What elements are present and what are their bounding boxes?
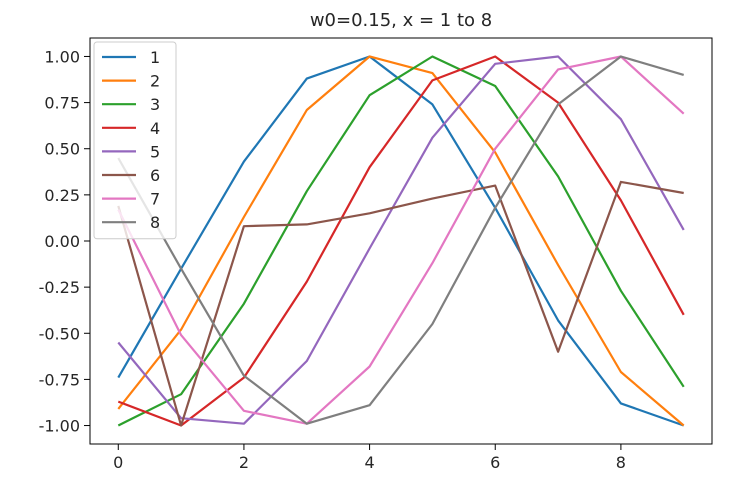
x-tick-label: 4 bbox=[364, 453, 374, 472]
x-tick-label: 6 bbox=[490, 453, 500, 472]
legend-label-4: 4 bbox=[150, 119, 160, 138]
y-tick-label: 0.00 bbox=[44, 232, 80, 251]
y-tick-label: 0.25 bbox=[44, 186, 80, 205]
x-tick-label: 8 bbox=[616, 453, 626, 472]
x-tick-label: 2 bbox=[239, 453, 249, 472]
legend-label-1: 1 bbox=[150, 48, 160, 67]
series-line-4 bbox=[117, 55, 685, 427]
series-line-6 bbox=[117, 180, 684, 427]
series-line-7 bbox=[117, 55, 685, 425]
x-tick-label: 0 bbox=[113, 453, 123, 472]
series-line-2 bbox=[117, 55, 685, 427]
plot-frame bbox=[89, 37, 713, 445]
series-line-1 bbox=[117, 55, 685, 427]
y-tick-label: -0.75 bbox=[39, 370, 80, 389]
y-tick-label: 1.00 bbox=[44, 47, 80, 66]
legend: 1 2 3 4 5 6 7 8 bbox=[93, 41, 177, 240]
y-tick-label: 0.50 bbox=[44, 140, 80, 159]
legend-label-2: 2 bbox=[150, 72, 160, 91]
series-line-5 bbox=[117, 55, 685, 425]
y-tick-label: 0.75 bbox=[44, 94, 80, 113]
series-lines bbox=[117, 55, 685, 427]
series-line-8 bbox=[117, 55, 685, 425]
legend-label-8: 8 bbox=[150, 213, 160, 232]
legend-box bbox=[93, 41, 177, 240]
legend-label-5: 5 bbox=[150, 142, 160, 161]
chart-title: w0=0.15, x = 1 to 8 bbox=[310, 10, 492, 31]
legend-label-7: 7 bbox=[150, 190, 160, 209]
x-axis: 0 2 4 6 8 bbox=[113, 444, 626, 472]
y-tick-label: -0.25 bbox=[39, 278, 80, 297]
legend-label-3: 3 bbox=[150, 95, 160, 114]
series-line-3 bbox=[117, 55, 685, 427]
y-axis: 1.00 0.75 0.50 0.25 0.00 -0.25 -0.50 -0.75 -1.00 bbox=[39, 47, 90, 436]
legend-label-6: 6 bbox=[150, 166, 160, 185]
y-tick-label: -0.50 bbox=[39, 324, 80, 343]
y-tick-label: -1.00 bbox=[39, 417, 80, 436]
